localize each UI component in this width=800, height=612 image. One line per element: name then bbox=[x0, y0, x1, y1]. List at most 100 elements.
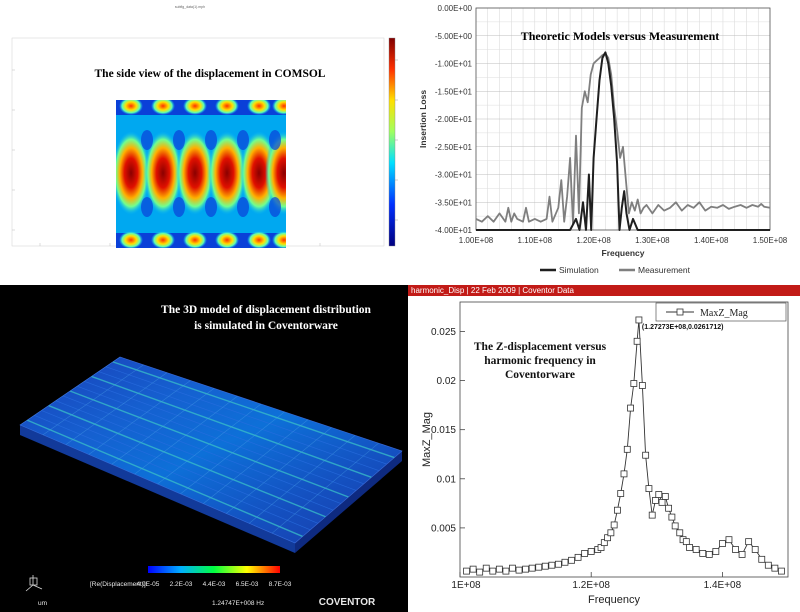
displacement-hotspot bbox=[272, 100, 286, 115]
svg-text:harmonic frequency in: harmonic frequency in bbox=[484, 355, 596, 367]
insertion-loss-x-axis-label: Frequency bbox=[602, 248, 645, 258]
x-tick-label: 1.50E+08 bbox=[753, 236, 788, 245]
data-point-marker bbox=[676, 529, 684, 537]
series-line-measurement bbox=[475, 52, 771, 226]
data-point-marker bbox=[764, 561, 772, 569]
x-tick-label: 1.40E+08 bbox=[694, 236, 729, 245]
y-tick-label: 0.01 bbox=[437, 474, 457, 485]
data-point-marker bbox=[623, 445, 631, 453]
x-tick-label: 1.20E+08 bbox=[576, 236, 611, 245]
data-point-marker bbox=[541, 562, 549, 570]
svg-text:Coventorware: Coventorware bbox=[505, 369, 575, 381]
data-point-marker bbox=[661, 493, 669, 500]
data-point-marker bbox=[638, 382, 646, 389]
data-point-marker bbox=[469, 565, 477, 573]
legend-tick-label: 6.5E-03 bbox=[236, 581, 259, 588]
displacement-heatmap bbox=[116, 100, 286, 248]
data-point-marker bbox=[627, 404, 634, 412]
data-point-marker bbox=[745, 538, 753, 546]
displacement-hotspot bbox=[151, 100, 175, 115]
displacement-hotspot bbox=[272, 231, 286, 248]
data-point-marker bbox=[692, 546, 700, 553]
displacement-hotspot bbox=[119, 100, 143, 115]
y-tick-label: -3.50E+01 bbox=[435, 198, 473, 207]
data-point-marker bbox=[705, 551, 713, 558]
data-point-marker bbox=[476, 568, 484, 576]
data-point-marker bbox=[610, 521, 618, 529]
y-tick-label: -5.00E+00 bbox=[435, 32, 473, 41]
legend-entry-simulation: Simulation bbox=[559, 265, 599, 275]
axis-triad-icon bbox=[25, 575, 43, 592]
data-point-marker bbox=[699, 550, 707, 557]
data-point-marker bbox=[561, 558, 569, 566]
data-point-marker bbox=[463, 567, 470, 575]
data-point-marker bbox=[617, 490, 625, 497]
data-point-marker bbox=[668, 513, 676, 521]
y-tick-label: -2.00E+01 bbox=[435, 115, 473, 124]
data-point-marker bbox=[778, 567, 785, 575]
legend-entry-measurement: Measurement bbox=[638, 265, 691, 275]
data-point-marker bbox=[686, 544, 694, 551]
displacement-hotspot bbox=[151, 231, 175, 248]
data-point-marker bbox=[502, 567, 510, 575]
legend-tick-label: 4.0E-05 bbox=[137, 581, 160, 588]
peak-annotation: (1.27273E+08,0.0261712) bbox=[642, 324, 724, 331]
z-displacement-legend: MaxZ_Mag bbox=[655, 302, 787, 322]
data-point-marker bbox=[771, 564, 779, 572]
z-displacement-x-axis-label: Frequency bbox=[588, 594, 640, 606]
coventor-3d-panel: The 3D model of displacement distributio… bbox=[0, 285, 408, 612]
comsol-colorbar bbox=[388, 37, 396, 247]
data-point-marker bbox=[574, 553, 582, 561]
y-tick-label: 0.02 bbox=[437, 376, 457, 387]
data-point-marker bbox=[732, 546, 739, 553]
data-point-marker bbox=[658, 498, 666, 506]
y-tick-label: 0.015 bbox=[431, 425, 456, 436]
displacement-hotspot bbox=[208, 131, 246, 215]
insertion-loss-legend: Simulation Measurement bbox=[540, 265, 691, 275]
y-tick-label: 0.005 bbox=[431, 523, 456, 534]
series-line-simulation bbox=[476, 51, 770, 231]
y-tick-label: 0.025 bbox=[431, 327, 456, 338]
coventor-data-header: harmonic_Disp | 22 Feb 2009 | Coventor D… bbox=[408, 285, 800, 296]
data-point-marker bbox=[645, 485, 653, 493]
data-point-marker bbox=[554, 560, 562, 568]
data-point-marker bbox=[489, 567, 497, 575]
data-point-marker bbox=[607, 529, 615, 537]
data-point-marker bbox=[633, 337, 641, 345]
data-point-marker bbox=[630, 380, 638, 387]
coventor-logo: COVENTOR bbox=[319, 597, 376, 608]
y-tick-label: -1.50E+01 bbox=[435, 87, 473, 96]
coventor-annotation-line-2: is simulated in Coventorware bbox=[194, 320, 338, 332]
data-point-marker bbox=[620, 470, 628, 478]
y-tick-label: 0.00E+00 bbox=[438, 4, 473, 13]
frequency-readout: 1.24747E+008 Hz bbox=[212, 600, 264, 607]
legend-tick-label: 4.4E-03 bbox=[203, 581, 226, 588]
legend-tick-label: 8.7E-03 bbox=[269, 581, 292, 588]
data-point-marker bbox=[682, 538, 690, 546]
data-point-marker bbox=[614, 506, 621, 514]
displacement-hotspot bbox=[119, 231, 143, 248]
comsol-figure: subfig_data(1).mph The side view of the … bbox=[0, 0, 408, 262]
displacement-hotspot bbox=[215, 100, 239, 115]
data-point-marker bbox=[535, 563, 543, 571]
svg-text:The Z-displacement versus: The Z-displacement versus bbox=[474, 341, 607, 353]
displacement-hotspot bbox=[247, 231, 271, 248]
data-point-marker bbox=[515, 566, 523, 574]
insertion-loss-chart: 0.00E+00 -5.00E+00 -1.00E+01 -1.50E+01 -2.00… bbox=[418, 4, 788, 275]
displacement-color-legend bbox=[148, 566, 280, 573]
data-point-marker bbox=[712, 548, 720, 555]
x-tick-label: 1.00E+08 bbox=[459, 236, 494, 245]
data-point-marker bbox=[642, 451, 650, 459]
data-point-marker bbox=[738, 551, 746, 558]
data-point-marker bbox=[635, 316, 643, 324]
z-displacement-chart: 0.005 0.01 0.015 0.02 0.025 1E+08 1.2E+08 1.4E… bbox=[421, 301, 789, 606]
insertion-loss-chart-panel: 0.00E+00 -5.00E+00 -1.00E+01 -1.50E+01 -2.00… bbox=[408, 0, 800, 285]
displacement-hotspot bbox=[247, 100, 271, 115]
data-point-marker bbox=[725, 536, 733, 544]
data-point-marker bbox=[581, 550, 589, 557]
data-point-marker bbox=[482, 564, 490, 572]
displacement-hotspot bbox=[144, 131, 182, 215]
header-plot-name: harmonic_Disp bbox=[411, 286, 465, 295]
insertion-loss-y-axis-label: Insertion Loss bbox=[418, 90, 428, 148]
displacement-hotspot bbox=[176, 131, 214, 215]
